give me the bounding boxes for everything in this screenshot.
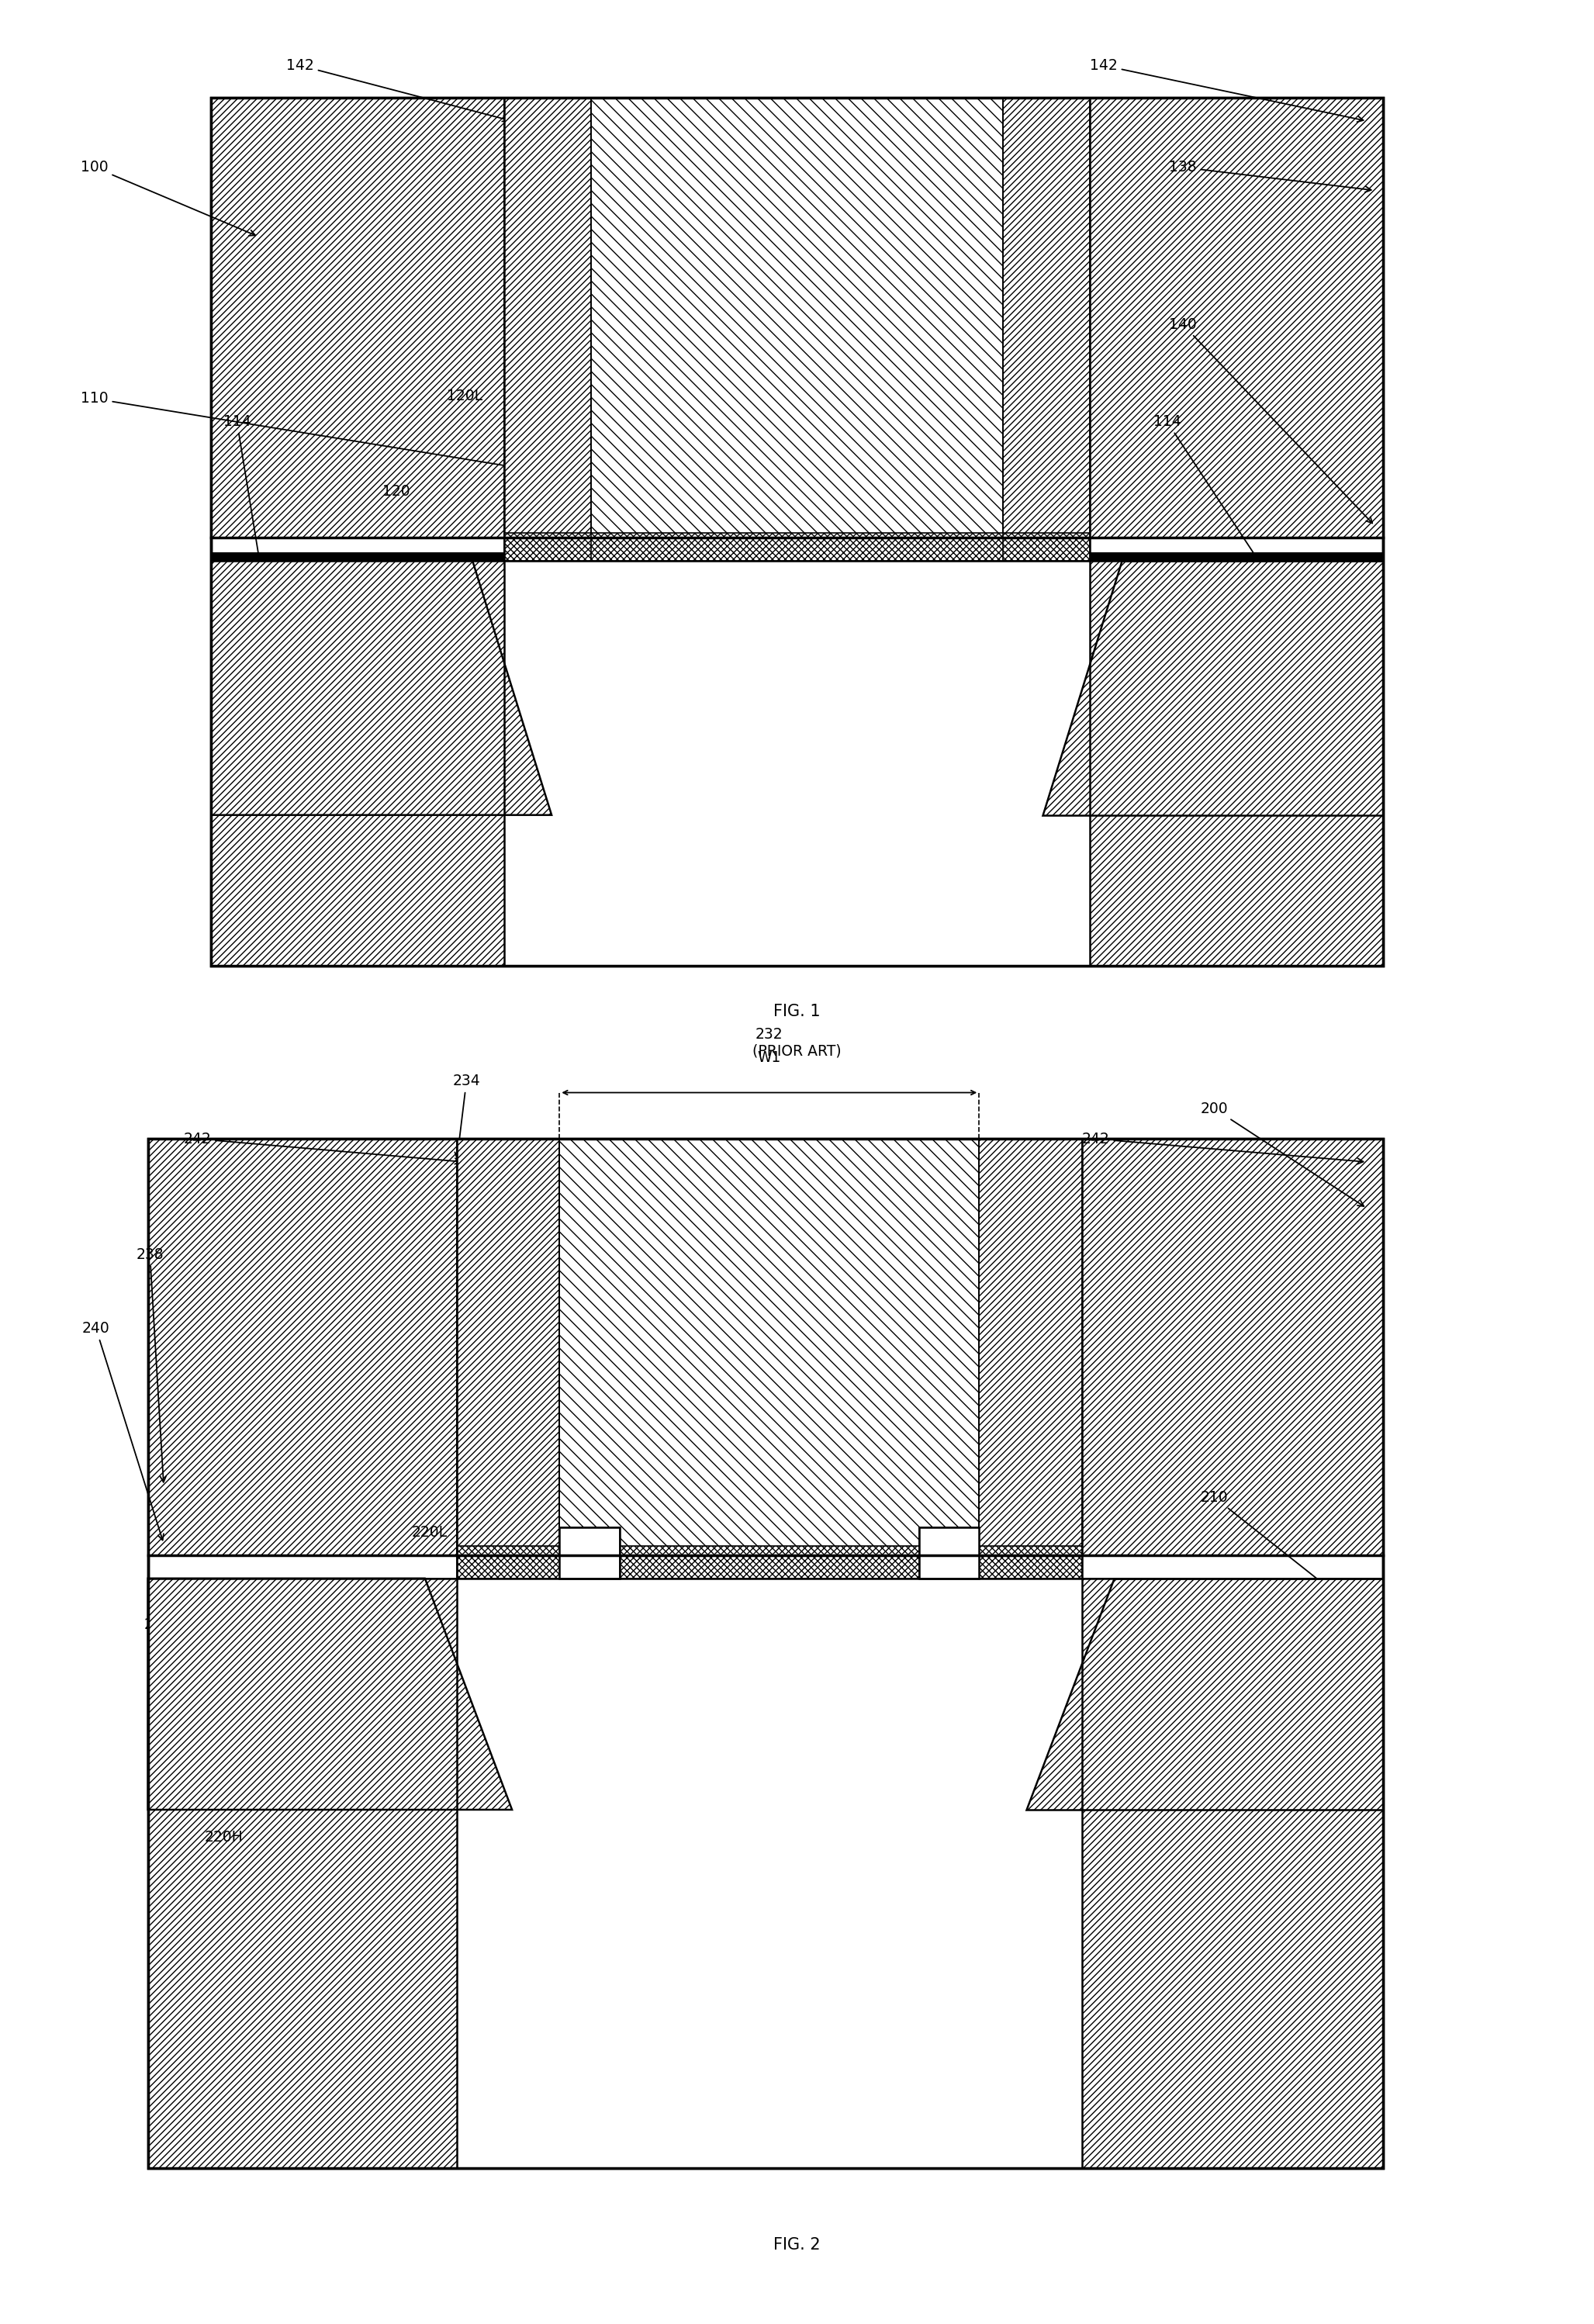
Text: 222: 222 bbox=[783, 1715, 811, 1729]
Text: 130: 130 bbox=[783, 288, 811, 302]
Text: 220L: 220L bbox=[411, 1525, 448, 1538]
Text: 114: 114 bbox=[1152, 414, 1317, 651]
Text: 124: 124 bbox=[526, 428, 555, 444]
Bar bbox=[212, 560, 1382, 964]
Text: 214: 214 bbox=[1152, 1618, 1317, 1692]
Text: 212: 212 bbox=[751, 2057, 779, 2071]
Text: 110: 110 bbox=[81, 390, 516, 469]
Bar bbox=[148, 1139, 1382, 2168]
Bar bbox=[212, 553, 1382, 560]
Bar bbox=[212, 98, 1382, 964]
Text: 240: 240 bbox=[83, 1320, 164, 1541]
Text: 120L: 120L bbox=[446, 388, 483, 404]
Text: 222L: 222L bbox=[724, 1525, 759, 1538]
Bar bbox=[456, 1545, 1082, 1578]
Text: 138: 138 bbox=[1168, 160, 1371, 193]
Text: 232: 232 bbox=[756, 1027, 783, 1041]
Text: 242: 242 bbox=[1082, 1132, 1363, 1164]
Text: 122: 122 bbox=[783, 483, 811, 500]
Bar bbox=[504, 532, 1090, 560]
Text: 220H: 220H bbox=[204, 1829, 244, 1845]
Bar bbox=[559, 1527, 620, 1578]
Text: 210: 210 bbox=[1200, 1490, 1372, 1622]
Text: 234: 234 bbox=[453, 1074, 480, 1157]
Text: 142: 142 bbox=[1090, 58, 1363, 121]
Text: FIG. 2: FIG. 2 bbox=[773, 2236, 821, 2252]
Polygon shape bbox=[212, 560, 552, 816]
Bar bbox=[504, 560, 1090, 964]
Bar bbox=[456, 1578, 1082, 2168]
Bar bbox=[148, 1578, 1382, 2168]
Text: 242: 242 bbox=[183, 1132, 461, 1164]
Text: 132: 132 bbox=[1033, 288, 1060, 302]
Text: 236: 236 bbox=[985, 1397, 1014, 1413]
Bar bbox=[979, 1139, 1082, 1555]
Text: 132: 132 bbox=[534, 288, 561, 302]
Text: 112: 112 bbox=[751, 634, 779, 648]
Text: 220: 220 bbox=[343, 1715, 371, 1729]
Text: 214: 214 bbox=[143, 1618, 209, 1692]
Text: W2: W2 bbox=[757, 1641, 781, 1655]
Text: 142: 142 bbox=[287, 58, 508, 121]
Text: 226: 226 bbox=[590, 1529, 617, 1543]
Text: 140: 140 bbox=[1168, 318, 1372, 523]
Text: 224: 224 bbox=[475, 1780, 502, 1794]
Bar bbox=[212, 98, 1382, 964]
Text: 236: 236 bbox=[524, 1490, 553, 1504]
Text: 120H: 120H bbox=[239, 583, 277, 597]
Text: 120: 120 bbox=[383, 483, 410, 500]
Bar bbox=[559, 1139, 979, 1555]
Text: 114: 114 bbox=[223, 414, 276, 648]
Bar bbox=[504, 98, 591, 537]
Bar bbox=[1003, 98, 1090, 537]
Polygon shape bbox=[1042, 560, 1382, 816]
Bar bbox=[1082, 1139, 1382, 1555]
Text: 222H: 222H bbox=[1031, 1829, 1070, 1845]
Text: (PRIOR ART): (PRIOR ART) bbox=[752, 1043, 842, 1057]
Text: 230: 230 bbox=[756, 1318, 783, 1332]
Bar bbox=[918, 1527, 979, 1578]
Bar bbox=[148, 1139, 456, 1555]
Bar bbox=[212, 98, 504, 537]
Text: 200: 200 bbox=[1200, 1102, 1364, 1206]
Text: 122H: 122H bbox=[1047, 583, 1086, 597]
Polygon shape bbox=[148, 1578, 512, 1810]
Bar bbox=[148, 1139, 1382, 2168]
Bar bbox=[456, 1139, 559, 1555]
Text: 100: 100 bbox=[81, 160, 255, 235]
Text: 234: 234 bbox=[929, 1529, 956, 1543]
Text: FIG. 1: FIG. 1 bbox=[773, 1004, 821, 1020]
Text: W1: W1 bbox=[757, 1050, 781, 1064]
Text: 126: 126 bbox=[625, 390, 652, 407]
Bar bbox=[1090, 98, 1382, 537]
Bar bbox=[591, 98, 1003, 537]
Polygon shape bbox=[1027, 1578, 1382, 1810]
Text: 238: 238 bbox=[135, 1248, 166, 1483]
Text: 122L: 122L bbox=[716, 388, 751, 404]
